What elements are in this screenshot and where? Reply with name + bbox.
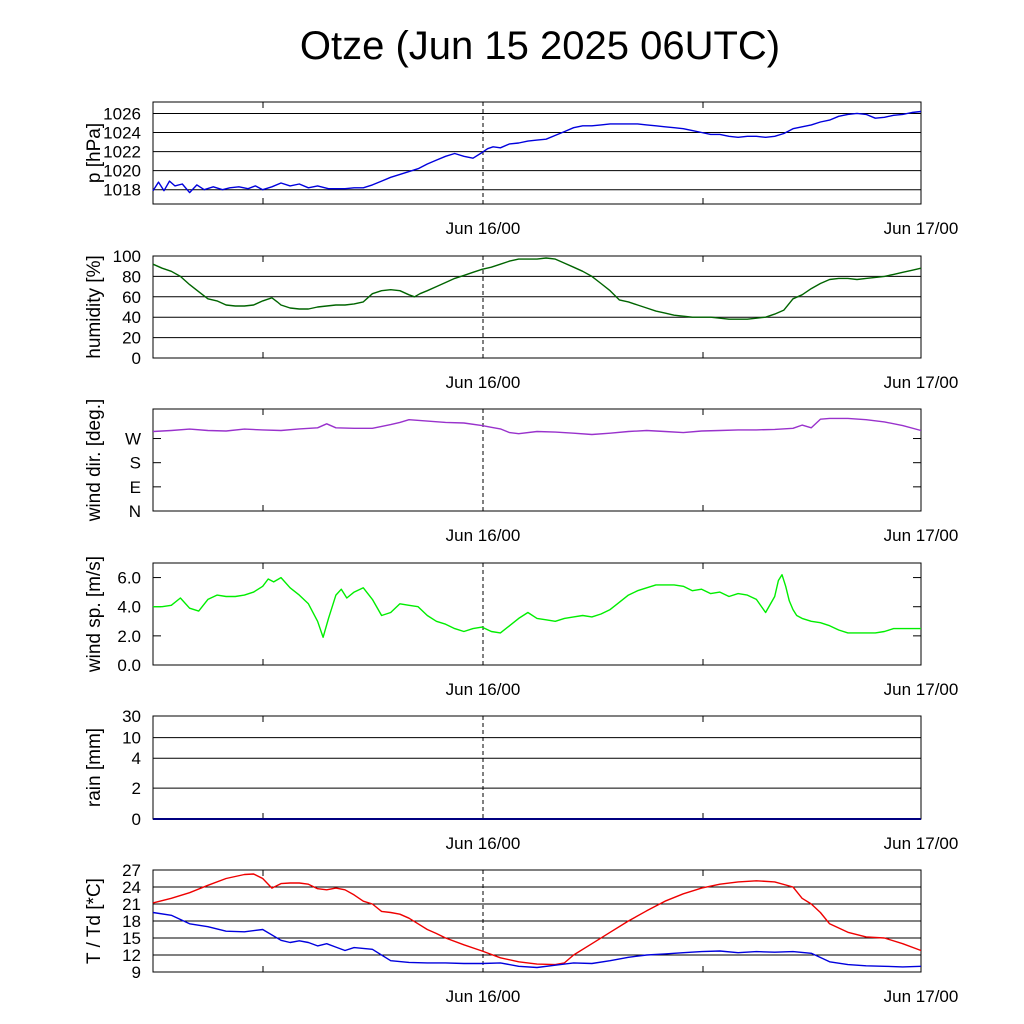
y-tick-label: 12 — [122, 946, 141, 965]
x-tick-label: Jun 17/00 — [884, 987, 959, 1006]
y-tick-label: 0 — [132, 810, 141, 829]
x-tick-label: Jun 17/00 — [884, 373, 959, 392]
y-tick-label: 9 — [132, 963, 141, 982]
series-line — [152, 873, 922, 966]
panel-frame — [152, 408, 922, 512]
series-line — [152, 110, 922, 194]
x-tick-label: Jun 16/00 — [446, 987, 521, 1006]
y-tick-label: 6.0 — [117, 569, 141, 588]
series-line — [152, 257, 922, 320]
x-tick-label: Jun 16/00 — [446, 680, 521, 699]
y-tick-label: E — [130, 478, 141, 497]
y-tick-label: 40 — [122, 308, 141, 327]
y-tick-label: 60 — [122, 288, 141, 307]
y-tick-label: S — [130, 454, 141, 473]
y-tick-label: 4 — [132, 749, 141, 768]
y-tick-label: 1024 — [103, 124, 141, 143]
y-tick-label: 15 — [122, 929, 141, 948]
x-tick-label: Jun 17/00 — [884, 680, 959, 699]
panel-frame — [152, 255, 922, 359]
x-tick-label: Jun 17/00 — [884, 834, 959, 853]
y-tick-label: 1026 — [103, 104, 141, 123]
panel-frame — [152, 101, 922, 205]
y-tick-label: 2.0 — [117, 627, 141, 646]
y-tick-label: W — [125, 430, 141, 449]
y-tick-label: 100 — [113, 247, 141, 266]
series-line — [152, 911, 922, 969]
y-tick-label: 30 — [122, 707, 141, 726]
x-tick-label: Jun 16/00 — [446, 373, 521, 392]
y-axis-label: wind dir. [deg.] — [84, 399, 105, 523]
y-tick-label: 27 — [122, 861, 141, 880]
y-tick-label: 0.0 — [117, 656, 141, 675]
y-axis-label: rain [mm] — [84, 728, 105, 807]
series-line — [152, 417, 922, 436]
x-tick-label: Jun 16/00 — [446, 834, 521, 853]
y-axis-label: T / Td [*C] — [84, 878, 105, 964]
chart-title: Otze (Jun 15 2025 06UTC) — [299, 24, 781, 68]
y-tick-label: 10 — [122, 729, 141, 748]
y-tick-label: 80 — [122, 267, 141, 286]
y-tick-label: 4.0 — [117, 598, 141, 617]
y-tick-label: 1018 — [103, 181, 141, 200]
y-tick-label: 21 — [122, 895, 141, 914]
y-tick-label: 1020 — [103, 162, 141, 181]
y-tick-label: 2 — [132, 779, 141, 798]
panel-frame — [152, 562, 922, 666]
panel-frame — [152, 715, 922, 820]
x-tick-label: Jun 16/00 — [446, 526, 521, 545]
y-tick-label: 18 — [122, 912, 141, 931]
x-tick-label: Jun 17/00 — [884, 526, 959, 545]
x-tick-label: Jun 17/00 — [884, 219, 959, 238]
y-tick-label: N — [129, 502, 141, 521]
x-tick-label: Jun 16/00 — [446, 219, 521, 238]
y-axis-label: wind sp. [m/s] — [84, 556, 105, 673]
panel-frame — [152, 869, 922, 973]
y-axis-label: p [hPa] — [84, 123, 105, 183]
y-tick-label: 24 — [122, 878, 141, 897]
y-tick-label: 0 — [132, 349, 141, 368]
y-axis-label: humidity [%] — [84, 255, 105, 358]
y-tick-label: 20 — [122, 329, 141, 348]
y-tick-label: 1022 — [103, 143, 141, 162]
series-line — [153, 574, 921, 638]
